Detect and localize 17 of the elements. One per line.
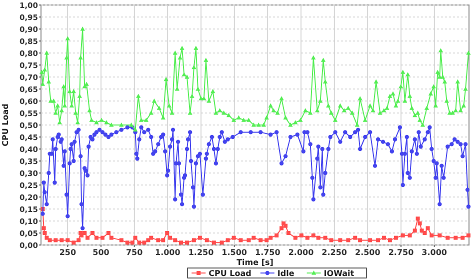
x-tick-label: 1.250 [188,248,214,257]
legend-label: CPU Load [208,269,252,278]
legend-label: IOWait [324,269,354,278]
x-tick-label: 1.750 [255,248,281,257]
x-tick-label: 250 [59,248,76,257]
x-tick-label: 1.500 [222,248,248,257]
y-axis-title: CPU Load [1,103,10,146]
x-tick-label: 2.250 [322,248,348,257]
x-tick-label: 2.750 [388,248,414,257]
x-tick-label: 2.000 [288,248,314,257]
x-tick-label: 500 [92,248,110,257]
x-tick-label: 1.000 [155,248,181,257]
x-tick-label: 2.500 [355,248,381,257]
legend-label: Idle [277,269,295,278]
x-axis-title: Time [s] [236,258,274,267]
x-tick-label: 750 [126,248,144,257]
x-tick-label: 3.000 [422,248,448,257]
